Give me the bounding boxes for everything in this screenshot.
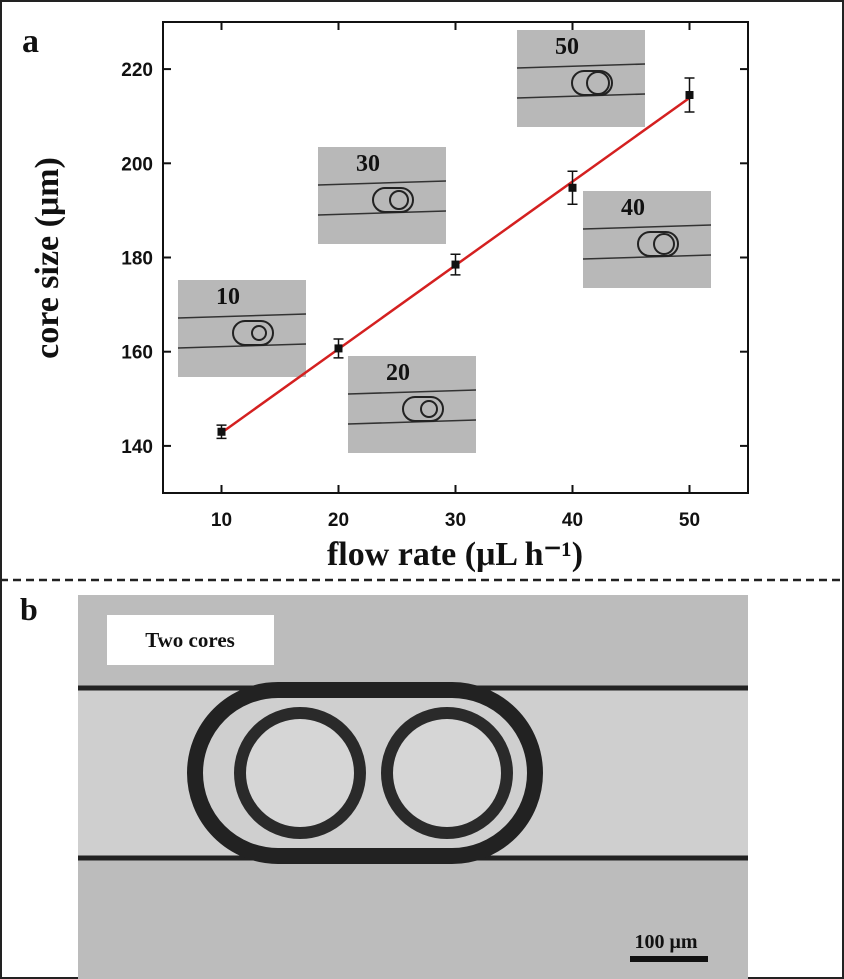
inset-image (517, 30, 645, 127)
inset-wall (582, 224, 712, 230)
core (234, 707, 366, 839)
inset-wall (177, 343, 307, 349)
inset-core (586, 71, 610, 95)
x-tick-label: 10 (211, 510, 232, 531)
inset-wall (582, 254, 712, 260)
inset-label: 20 (386, 360, 410, 386)
x-tick-label: 50 (679, 510, 700, 531)
x-tick-label: 20 (328, 510, 349, 531)
x-axis-label: flow rate (μL h⁻¹) (327, 536, 583, 573)
inset-shell (637, 231, 679, 257)
inset-label: 30 (356, 151, 380, 177)
inset-wall (347, 389, 477, 395)
inset-wall (317, 180, 447, 186)
inset-shell (232, 320, 274, 346)
y-axis-label: core size (μm) (29, 157, 66, 359)
shell (187, 682, 543, 864)
core (381, 707, 513, 839)
caption-box (107, 615, 274, 665)
inset-wall (516, 93, 646, 99)
inset-image (318, 147, 446, 244)
y-tick-label: 180 (121, 249, 153, 270)
inset-core (420, 400, 438, 418)
y-tick-label: 220 (121, 60, 153, 81)
inset-wall (317, 210, 447, 216)
inset-wall (177, 313, 307, 319)
y-tick-label: 160 (121, 343, 153, 364)
caption: Two cores (145, 628, 235, 652)
inset-image (583, 191, 711, 288)
inset-core (251, 325, 267, 341)
panel-label: b (20, 591, 38, 627)
data-point (685, 91, 694, 100)
inset-wall (516, 63, 646, 69)
y-tick-label: 200 (121, 154, 153, 175)
inset-shell (372, 187, 414, 213)
inset-image (178, 280, 306, 377)
data-point (451, 260, 460, 269)
scale-bar-label: 100 μm (635, 931, 698, 953)
inset-core (389, 190, 409, 210)
data-point (334, 344, 343, 353)
inset-label: 50 (555, 34, 579, 60)
inset-core (653, 233, 675, 255)
x-tick-label: 30 (445, 510, 466, 531)
data-point (217, 427, 226, 436)
panel-label: a (22, 23, 39, 60)
scale-bar (630, 956, 708, 962)
inset-wall (347, 419, 477, 425)
inset-image (348, 356, 476, 453)
data-point (568, 183, 577, 192)
inset-label: 40 (621, 195, 645, 221)
inset-label: 10 (216, 284, 240, 310)
x-tick-label: 40 (562, 510, 583, 531)
inset-shell (402, 396, 444, 422)
micrograph: Two cores 100 μm (78, 595, 748, 979)
inset-shell (571, 70, 613, 96)
y-tick-label: 140 (121, 437, 153, 458)
